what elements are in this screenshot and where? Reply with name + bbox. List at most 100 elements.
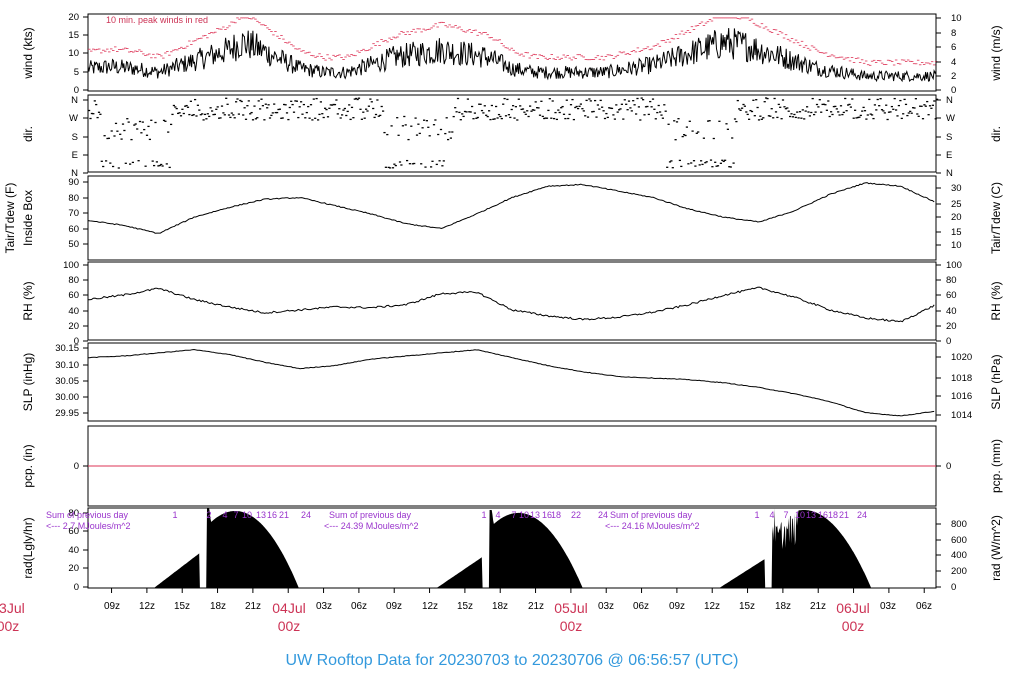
hour-mark: 1 (481, 510, 486, 520)
day-label-top: 05Jul (554, 600, 587, 616)
temp-left-label-1: Tair/Tdew (F) (3, 183, 17, 254)
slp-right-label: SLP (hPa) (989, 354, 1003, 409)
hour-mark: 16 (267, 510, 277, 520)
rad-right-label: rad (W/m^2) (989, 515, 1003, 581)
tick-label: N (946, 95, 953, 106)
tick-label: 0 (74, 85, 79, 96)
tick-label: 0 (946, 461, 951, 472)
hour-mark: 1 (754, 510, 759, 520)
pcp-right-label: pcp. (mm) (989, 439, 1003, 493)
tick-label: N (71, 168, 78, 179)
hour-mark: 16 (542, 510, 552, 520)
hour-mark: 13 (530, 510, 540, 520)
tick-label: 30.00 (55, 392, 79, 403)
tick-label: 30 (951, 183, 962, 194)
tick-label: 5 (74, 67, 79, 78)
rad-right-ticks: 800 600 400 200 0 (951, 519, 967, 593)
tick-label: 60 (68, 526, 79, 537)
tick-label: 40 (946, 306, 957, 317)
tick-label: 20 (68, 563, 79, 574)
x-tick-label: 21z (810, 601, 826, 612)
rad-sum-1-line1: Sum of previous day (46, 510, 129, 520)
tick-label: S (946, 132, 952, 143)
x-tick-label: 09z (669, 601, 685, 612)
slp-panel (87, 342, 937, 422)
tick-label: 600 (951, 535, 967, 546)
pcp-left-ticks: 0 (74, 461, 79, 472)
rad-sum-3-line1: Sum of previous day (610, 510, 693, 520)
rad-sum-1-line2: <--- 2.7 MJoules/m^2 (46, 521, 131, 531)
rad-sum-2-line2: <--- 24.39 MJoules/m^2 (324, 521, 419, 531)
tick-label: 10 (68, 48, 79, 59)
hour-mark: 2 (206, 510, 211, 520)
tick-label: 100 (946, 260, 962, 271)
dir-right-ticks: N W S E N (946, 95, 955, 179)
tick-label: 0 (74, 461, 79, 472)
tick-label: 30.15 (55, 343, 79, 354)
hour-mark: 24 (598, 510, 608, 520)
wind-right-label: wind (m/s) (989, 25, 1003, 81)
x-tick-label: 06z (351, 601, 367, 612)
figure-title: UW Rooftop Data for 20230703 to 20230706… (286, 652, 739, 669)
tick-label: S (72, 132, 78, 143)
tick-label: 1020 (951, 352, 972, 363)
tick-label: 100 (63, 260, 79, 271)
tick-label: N (946, 168, 953, 179)
hour-mark: 13 (256, 510, 266, 520)
wind-peaks (88, 17, 938, 66)
tick-label: W (69, 113, 78, 124)
hour-mark: 13 (806, 510, 816, 520)
x-tick-label: 18z (775, 601, 791, 612)
rad-left-ticks: 80 60 40 20 0 (68, 508, 79, 593)
hour-mark: 21 (839, 510, 849, 520)
tick-label: 2 (951, 71, 956, 82)
temp-left-label-2: Inside Box (21, 190, 35, 246)
x-tick-label: 15z (457, 601, 473, 612)
tick-label: W (946, 113, 955, 124)
tick-label: 40 (68, 545, 79, 556)
hour-mark: 1 (172, 510, 177, 520)
hour-mark: 7 (233, 510, 238, 520)
pcp-left-label: pcp. (in) (21, 444, 35, 487)
dir-left-label: dir. (21, 126, 35, 142)
x-tick-label: 03z (598, 601, 614, 612)
hour-mark: 10 (519, 510, 529, 520)
tick-label: 40 (68, 306, 79, 317)
radiation-day-fill (154, 508, 299, 588)
rad-sum-2-line1: Sum of previous day (329, 510, 412, 520)
tick-label: E (946, 150, 952, 161)
x-tick-label: 03z (316, 601, 332, 612)
slp-series-line (88, 348, 935, 417)
x-tick-label: 21z (528, 601, 544, 612)
tick-label: 0 (74, 336, 79, 347)
tick-label: 8 (951, 28, 956, 39)
x-tick-label: 09z (386, 601, 402, 612)
hour-mark: 10 (242, 510, 252, 520)
tick-label: E (72, 150, 78, 161)
tick-label: 6 (951, 42, 956, 53)
slp-left-label: SLP (inHg) (21, 353, 35, 411)
tick-label: 80 (946, 275, 957, 286)
pcp-right-ticks: 0 (946, 461, 951, 472)
tick-label: 10 (951, 13, 962, 24)
temp-right-ticks: 30 25 20 15 10 (951, 183, 962, 251)
wind-left-label: wind (kts) (21, 27, 35, 79)
tick-label: 60 (68, 290, 79, 301)
day-label-top: 04Jul (272, 600, 305, 616)
tick-label: 20 (68, 321, 79, 332)
rad-sum-3-line2: <--- 24.16 MJoules/m^2 (605, 521, 700, 531)
hour-mark: 18 (551, 510, 561, 520)
wind-peak-note: 10 min. peak winds in red (106, 15, 208, 25)
temp-series-line (87, 182, 935, 234)
x-day-labels: 03Jul 00z 04Jul 00z 05Jul 00z 06Jul 00z (0, 600, 870, 634)
rh-left-ticks: 100 80 60 40 20 0 (63, 260, 79, 347)
rh-left-label: RH (%) (21, 281, 35, 320)
temp-left-ticks: 90 80 70 60 50 (68, 177, 79, 250)
radiation-area (154, 508, 872, 588)
tick-label: 200 (951, 566, 967, 577)
x-tick-label: 18z (492, 601, 508, 612)
hour-mark: 4 (495, 510, 500, 520)
x-tick-label: 12z (422, 601, 438, 612)
slp-left-ticks: 30.15 30.10 30.05 30.00 29.95 (55, 343, 79, 419)
